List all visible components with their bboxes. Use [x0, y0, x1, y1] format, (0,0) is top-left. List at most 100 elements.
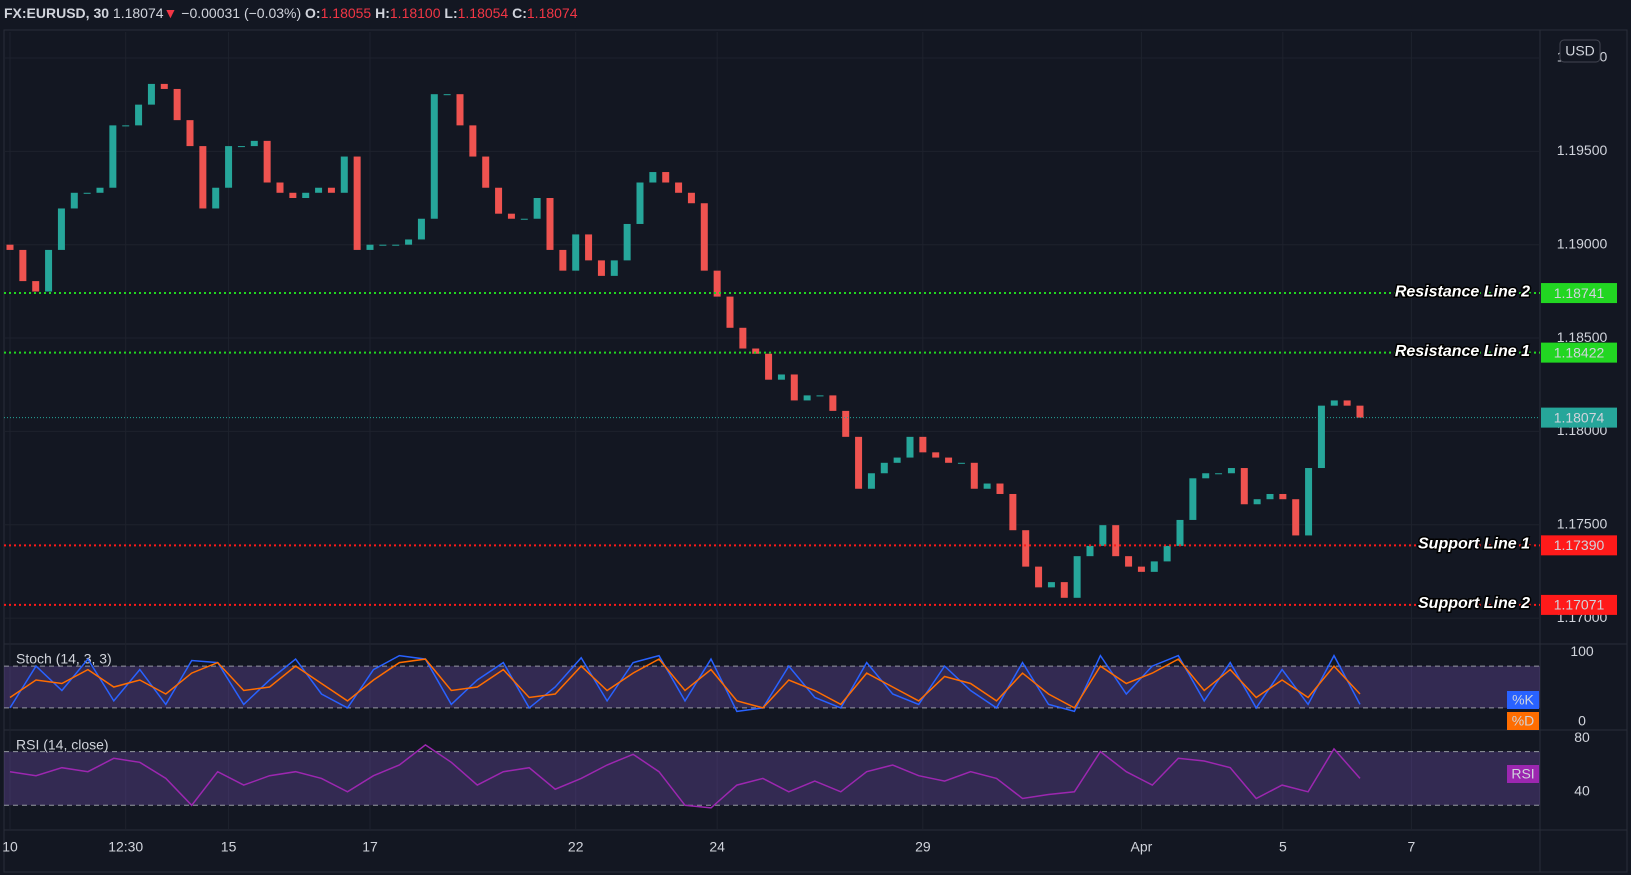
candle-body — [57, 208, 65, 250]
y-tick-label: 80 — [1574, 729, 1590, 745]
y-tick-label: 1.19500 — [1557, 142, 1608, 158]
candle-body — [623, 223, 631, 261]
candle-body — [675, 182, 683, 193]
candle-body — [366, 244, 374, 250]
candle-body — [315, 187, 323, 193]
legend-label: %K — [1512, 692, 1534, 708]
candle-body — [726, 296, 734, 328]
candle-body — [790, 374, 798, 401]
candle-body — [1215, 473, 1223, 475]
candle-body — [842, 410, 850, 437]
candle-body — [893, 457, 901, 463]
candle-body — [1240, 468, 1248, 505]
candle-body — [199, 146, 207, 209]
ohlc-label: L: — [444, 5, 457, 21]
candle-body — [700, 203, 708, 271]
legend-box — [1507, 765, 1539, 783]
last-price: 1.18074 — [113, 5, 164, 21]
pane-title: Stoch (14, 3, 3) — [16, 651, 112, 667]
candle-body — [1086, 545, 1094, 557]
x-tick-label: 24 — [709, 839, 725, 855]
series-line — [9, 654, 1361, 713]
candle-body — [70, 192, 78, 209]
x-tick-label: 17 — [362, 839, 378, 855]
ohlc-value: 1.18055 — [321, 5, 372, 21]
candle-body — [687, 192, 695, 204]
y-tick-label: 1.18500 — [1557, 329, 1608, 345]
x-tick-label: 7 — [1408, 839, 1416, 855]
candle-body — [1305, 468, 1313, 536]
candle-body — [109, 125, 117, 188]
currency-label: USD — [1565, 43, 1595, 59]
ohlc-label: O: — [305, 5, 321, 21]
x-tick-label: Apr — [1131, 839, 1153, 855]
level-value: 1.17390 — [1554, 537, 1605, 553]
level-name: Support Line 1 — [1418, 536, 1530, 553]
y-tick-label: 0 — [1578, 713, 1586, 729]
candle-body — [263, 140, 271, 183]
candle-body — [32, 281, 40, 292]
frame — [3, 29, 1628, 873]
candle-body — [340, 156, 348, 193]
level-box — [1541, 342, 1617, 363]
level-value: 1.17071 — [1554, 597, 1605, 613]
candle-body — [1202, 473, 1210, 479]
candle-body — [919, 436, 927, 453]
currency-button[interactable] — [1559, 39, 1601, 63]
candle-body — [867, 473, 875, 489]
legend-label: %D — [1512, 713, 1535, 729]
candle-body — [443, 94, 451, 96]
candle-body — [1330, 400, 1338, 406]
candle-body — [19, 249, 27, 282]
candle-body — [1176, 519, 1184, 546]
candle-body — [777, 374, 785, 380]
candle-body — [1137, 566, 1145, 572]
level-name: Resistance Line 2 — [1395, 283, 1530, 300]
ohlc-value: 1.18100 — [390, 5, 441, 21]
candle-body — [572, 234, 580, 271]
candle-body — [135, 104, 143, 126]
candle-body — [996, 483, 1004, 494]
candle-body — [1022, 530, 1030, 567]
last-price-label: 1.18074 — [1554, 409, 1605, 425]
candle-body — [45, 249, 53, 292]
candle-body — [1150, 561, 1158, 572]
candle-body — [829, 395, 837, 411]
candle-body — [186, 120, 194, 147]
candle-body — [713, 270, 721, 297]
level-box — [1541, 594, 1617, 615]
candle-body — [122, 125, 130, 127]
ohlc-label: C: — [512, 5, 527, 21]
candle-body — [803, 395, 811, 401]
candle-body — [520, 218, 528, 220]
candle-body — [765, 353, 773, 380]
candle-body — [1227, 468, 1235, 474]
change-arrow: ▼ — [164, 5, 178, 21]
candle-body — [1009, 493, 1017, 531]
legend-box — [1507, 691, 1539, 709]
header: FX:EURUSD, 30 1.18074▼ −0.00031 (−0.03%)… — [4, 5, 578, 21]
candle-body — [327, 187, 335, 193]
y-tick-label: 1.19000 — [1557, 235, 1608, 251]
candle-body — [302, 192, 310, 199]
y-tick-label: 100 — [1570, 643, 1594, 659]
candle-body — [1163, 545, 1171, 562]
candle-body — [945, 457, 953, 463]
y-tick-label: 1.17500 — [1557, 515, 1608, 531]
candle-body — [456, 94, 464, 126]
candle-body — [1253, 499, 1261, 505]
candle-body — [597, 260, 605, 276]
x-tick-label: 5 — [1279, 839, 1287, 855]
candle-body — [1279, 493, 1287, 500]
x-tick-label: 29 — [915, 839, 931, 855]
candle-body — [932, 452, 940, 458]
level-name: Resistance Line 1 — [1395, 343, 1530, 360]
candle-body — [1266, 493, 1274, 500]
last-price-box — [1541, 407, 1617, 428]
candle-body — [546, 198, 554, 250]
candle-body — [649, 172, 657, 183]
level-box — [1541, 283, 1617, 304]
